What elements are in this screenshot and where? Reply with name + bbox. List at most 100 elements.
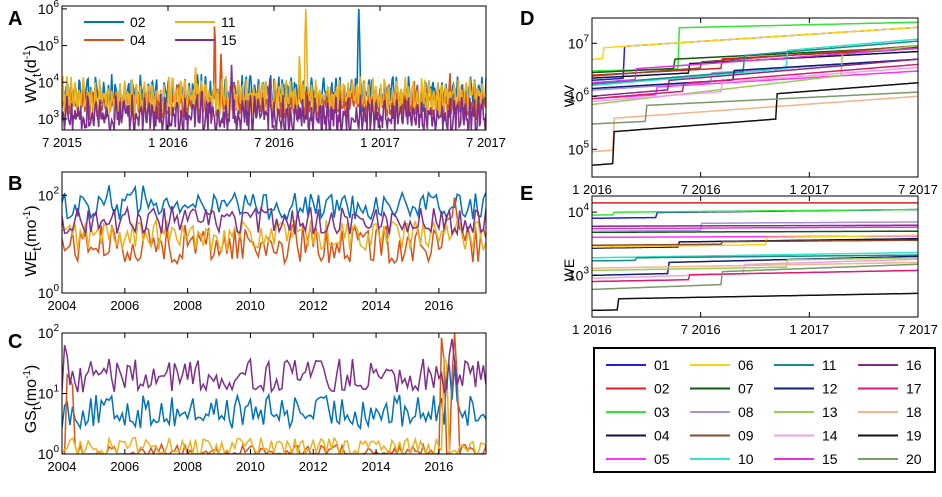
svg-text:GSt(mo-1): GSt(mo-1) [22, 365, 44, 434]
x-tick-label-e: 7 2016 [681, 322, 721, 337]
legend-label-13: 13 [822, 404, 838, 420]
x-tick-label-b: 2006 [110, 298, 139, 313]
axes-frame-d [591, 17, 919, 178]
x-tick-label-e: 1 2017 [789, 322, 829, 337]
svg-text:WEt(mo-1): WEt(mo-1) [22, 205, 44, 276]
series-e-19 [592, 292, 918, 312]
x-tick-label-b: 2014 [362, 298, 391, 313]
x-tick-label-a: 1 2017 [360, 135, 400, 150]
series-c-15 [62, 338, 486, 394]
series-d-15 [592, 47, 918, 84]
y-tick-label-e: 103 [568, 265, 590, 283]
y-tick-label-c: 100 [38, 444, 60, 462]
legend-label-01: 01 [654, 357, 670, 373]
legend-label-17: 17 [906, 381, 922, 397]
y-tick-label-d: 106 [568, 86, 590, 104]
legend-label-09: 09 [738, 428, 754, 444]
series-e-16 [592, 224, 918, 227]
series-d-10 [592, 38, 918, 87]
svg-text:WVt(d-1): WVt(d-1) [22, 45, 44, 103]
ylabel-c: GSt(mo-1) [22, 365, 44, 434]
series-d-19 [592, 82, 918, 166]
legend-label-15: 15 [822, 451, 838, 467]
legend-label-07: 07 [738, 381, 754, 397]
x-tick-label-c: 2008 [173, 459, 202, 474]
series-d-05 [592, 70, 918, 100]
x-tick-label-d: 7 2017 [898, 182, 938, 197]
y-tick-label-b: 100 [38, 283, 60, 301]
ylabel-b: WEt(mo-1) [22, 205, 44, 276]
panel-label-a: A [8, 8, 22, 30]
series-b-02 [62, 184, 486, 221]
series-d-06 [592, 26, 918, 60]
legend-label-03: 03 [654, 404, 670, 420]
series-e-18 [592, 261, 918, 269]
series-e-17 [592, 269, 918, 283]
y-tick-label-a: 104 [38, 72, 60, 90]
x-tick-label-b: 2016 [424, 298, 453, 313]
panel-label-b: B [8, 173, 22, 195]
x-tick-label-e: 7 2017 [898, 322, 938, 337]
legend-label-20: 20 [906, 451, 922, 467]
legend-label-06: 06 [738, 357, 754, 373]
legend-label-19: 19 [906, 428, 922, 444]
y-tick-label-a: 105 [38, 36, 60, 54]
panel-label-c: C [8, 331, 22, 353]
legend-entries: 01 02 03 04 05 06 07 08 09 10 11 12 13 14 15 16 17 18 19 20 [606, 357, 922, 467]
axes-frame-b [61, 171, 487, 294]
x-tick-label-c: 2004 [48, 459, 77, 474]
series-e-15 [592, 226, 918, 230]
legend-label-04: 04 [654, 428, 670, 444]
legend-label-12: 12 [822, 381, 838, 397]
series-b-04 [62, 197, 486, 266]
legend-label-02: 02 [654, 381, 670, 397]
y-tick-label-d: 107 [568, 33, 590, 51]
x-tick-label-b: 2012 [299, 298, 328, 313]
legend-label-18: 18 [906, 404, 922, 420]
series-d-17 [592, 63, 918, 100]
panel-e: 1 2016 7 2016 1 2017 7 2017 103 104 [568, 195, 938, 337]
y-tick-label-a: 103 [38, 109, 60, 127]
series-d-12 [592, 58, 918, 90]
series-d-11 [592, 40, 918, 85]
x-tick-label-d: 1 2016 [572, 182, 612, 197]
legend-a-label-04: 04 [130, 32, 146, 48]
legend-box [593, 347, 936, 473]
series-e-12 [592, 255, 918, 277]
legend-a-label-02: 02 [130, 14, 146, 30]
x-tick-label-d: 7 2016 [681, 182, 721, 197]
series-c-04 [62, 333, 486, 454]
y-tick-label-c: 101 [38, 384, 60, 402]
legend-label-10: 10 [738, 451, 754, 467]
legend-a-label-11: 11 [221, 14, 236, 30]
series-d-14 [592, 66, 918, 103]
panel-label-e: E [520, 183, 533, 205]
legend-label-11: 11 [822, 357, 837, 373]
series-d-16 [592, 58, 918, 98]
x-tick-label-a: 7 2017 [466, 135, 506, 150]
series-a-11 [62, 8, 486, 118]
series-e-10 [592, 251, 918, 259]
panel-b: 2004 2006 2008 2010 2012 2014 2016 100 102 [38, 171, 487, 313]
axes-frame-c [61, 332, 487, 455]
ylabel-d: WV [561, 84, 577, 107]
y-tick-label-a: 106 [38, 0, 60, 17]
x-tick-label-a: 7 2016 [254, 135, 294, 150]
legend-label-05: 05 [654, 451, 670, 467]
x-tick-label-d: 1 2017 [789, 182, 829, 197]
y-tick-label-b: 102 [38, 185, 60, 203]
panel-c: 2004 2006 2008 2010 2012 2014 2016 100 101 102 [38, 323, 487, 474]
series-e-07 [592, 230, 918, 234]
series-c-02 [62, 364, 486, 431]
axes-frame-e [591, 195, 919, 318]
x-tick-label-c: 2016 [424, 459, 453, 474]
series-e-11 [592, 254, 918, 262]
legend-label-08: 08 [738, 404, 754, 420]
x-tick-label-c: 2014 [362, 459, 391, 474]
y-tick-label-e: 104 [568, 202, 590, 220]
series-a-15 [62, 64, 486, 130]
series-e-03 [592, 208, 918, 216]
series-d-20 [592, 91, 918, 125]
x-tick-label-b: 2008 [173, 298, 202, 313]
